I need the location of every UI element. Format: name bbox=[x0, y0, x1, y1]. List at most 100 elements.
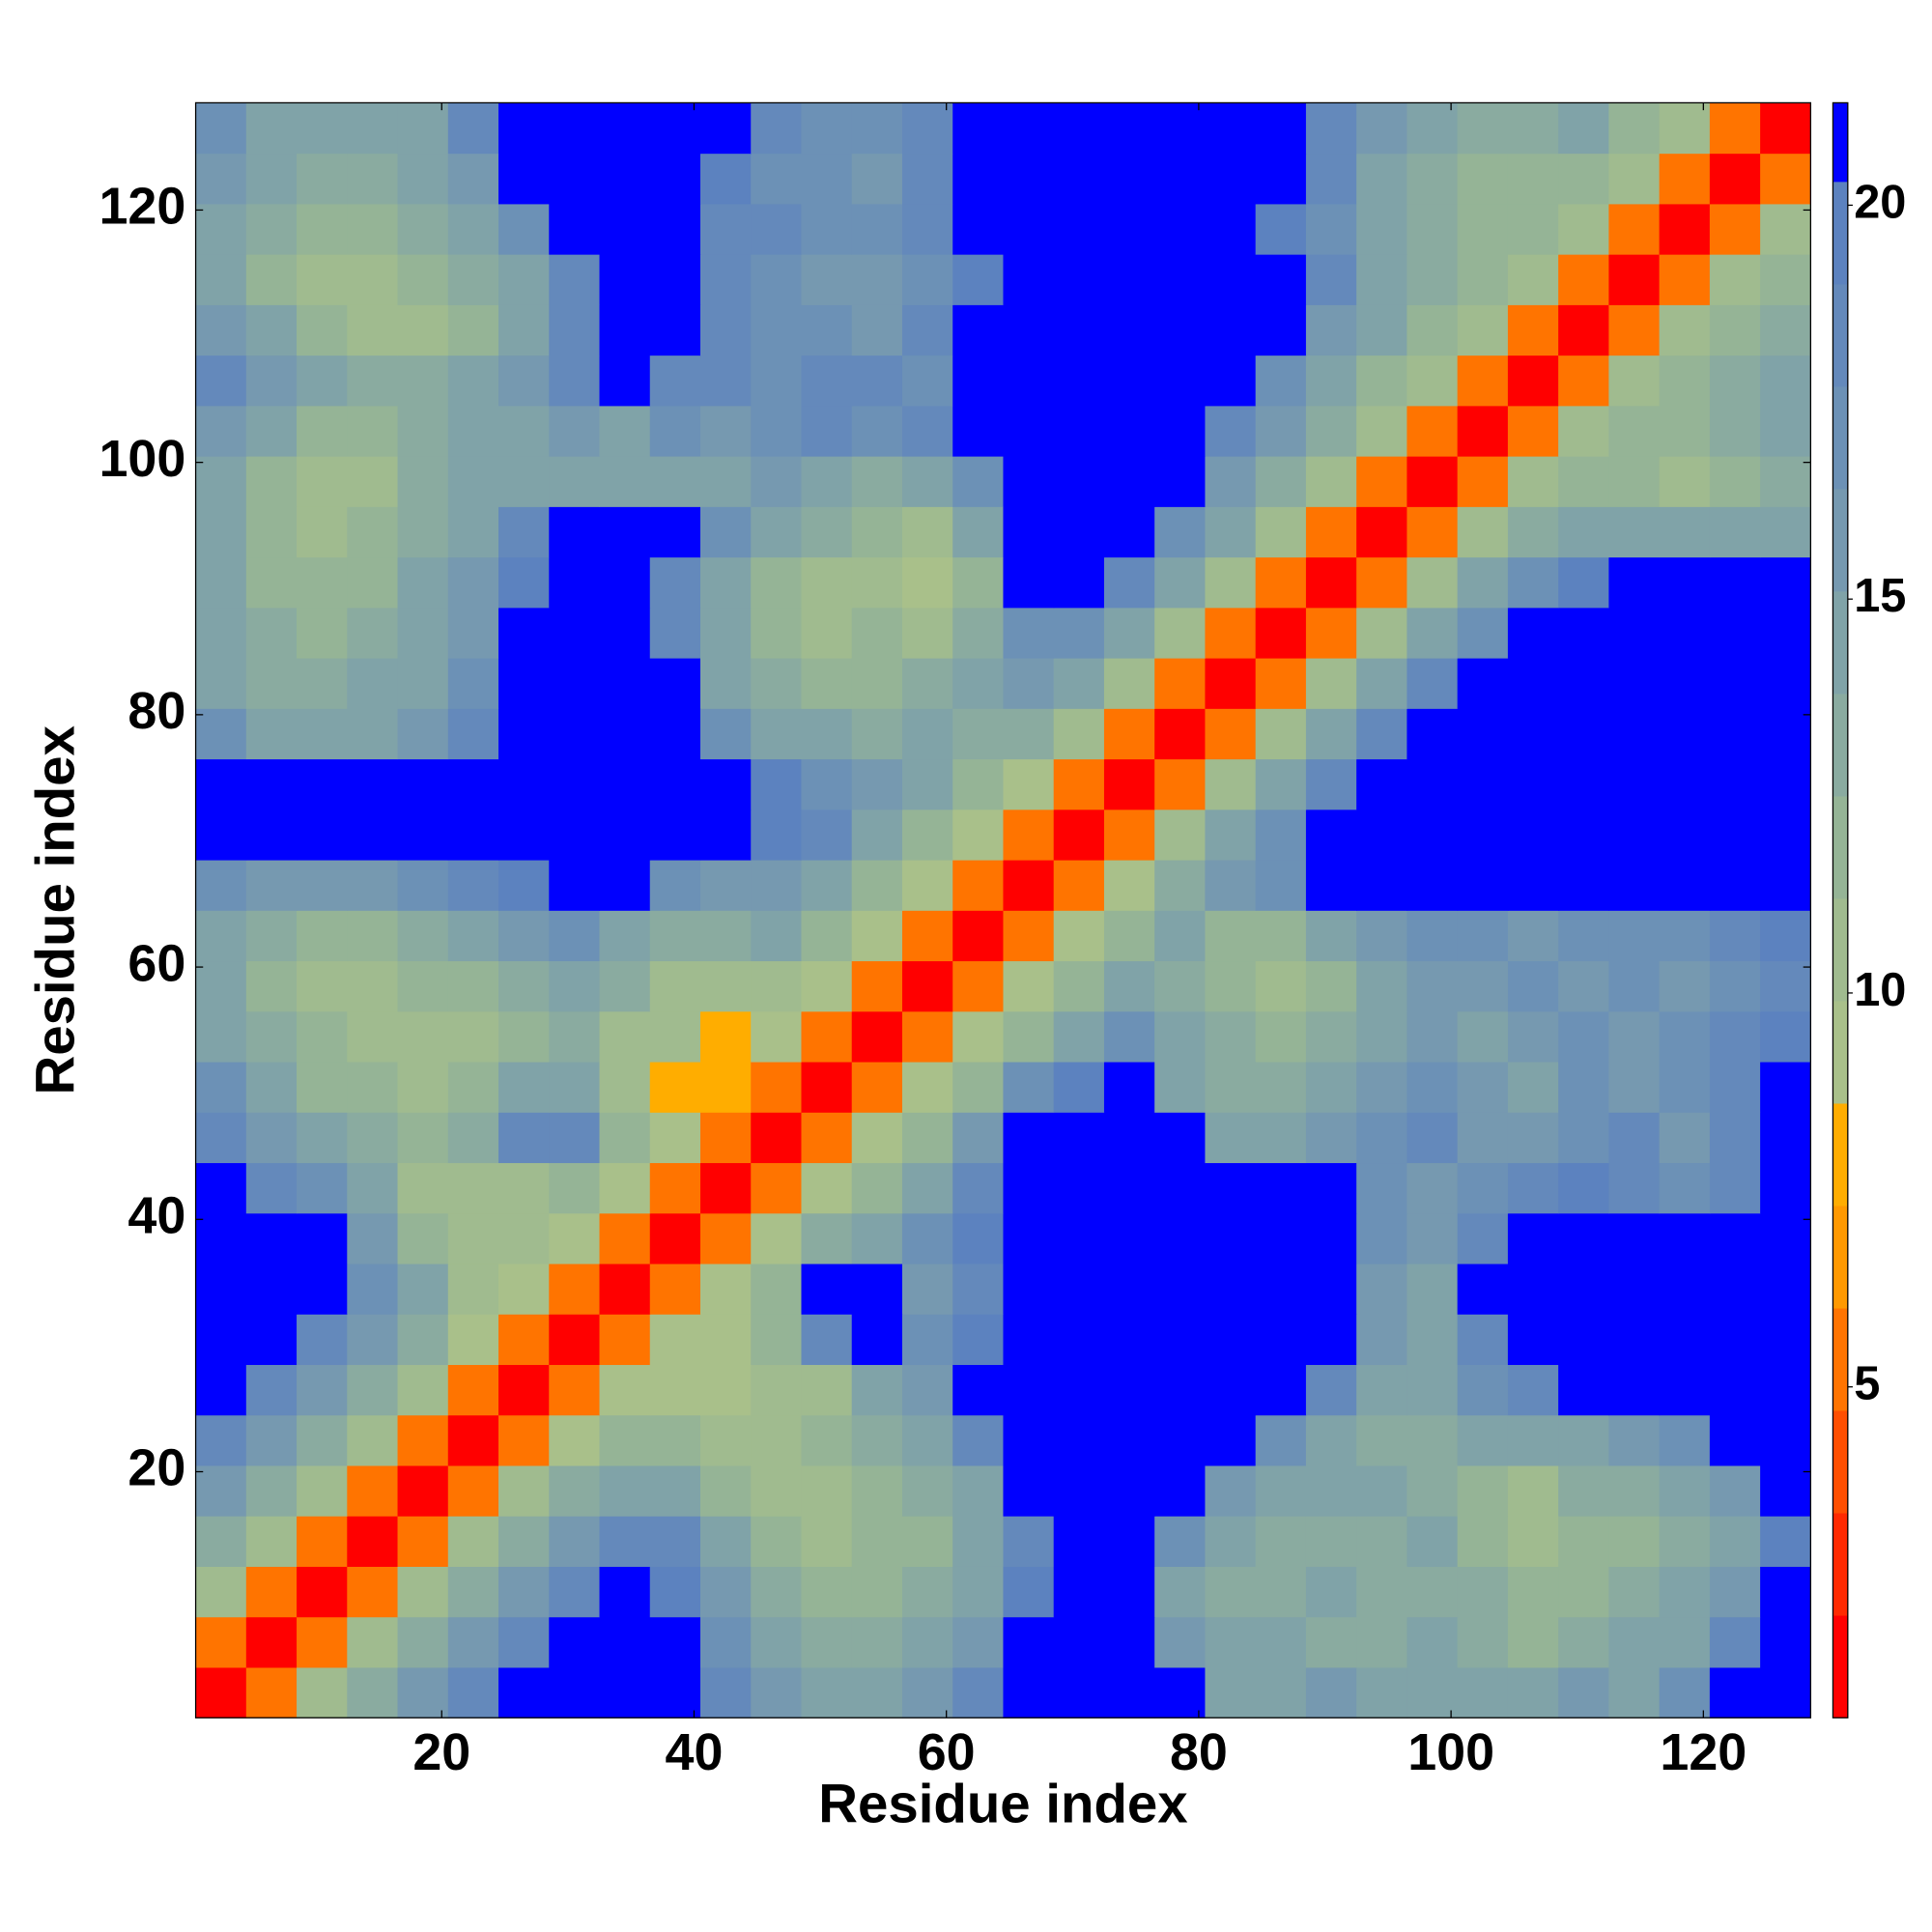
heatmap-cell bbox=[952, 607, 1004, 659]
heatmap-cell bbox=[1305, 102, 1357, 155]
heatmap-cell bbox=[297, 1616, 348, 1668]
heatmap-cell bbox=[649, 1464, 701, 1517]
heatmap-cell bbox=[952, 556, 1004, 609]
heatmap-cell bbox=[901, 1666, 953, 1719]
heatmap-cell bbox=[498, 456, 550, 507]
heatmap-cell bbox=[1154, 456, 1206, 507]
heatmap-cell bbox=[297, 607, 348, 659]
heatmap-cell bbox=[1507, 254, 1559, 305]
heatmap-cell bbox=[1507, 708, 1559, 760]
heatmap-cell bbox=[1255, 708, 1307, 760]
heatmap-cell bbox=[245, 456, 298, 507]
heatmap-cell bbox=[498, 1112, 550, 1164]
heatmap-cell bbox=[700, 456, 752, 507]
heatmap-cell bbox=[447, 153, 499, 205]
heatmap-cell bbox=[1507, 1010, 1559, 1063]
colorbar-tick-label: 10 bbox=[1854, 964, 1906, 1016]
heatmap-cell bbox=[1103, 1062, 1155, 1113]
heatmap-cell bbox=[1003, 556, 1055, 609]
heatmap-cell bbox=[952, 1112, 1004, 1164]
heatmap-cell bbox=[195, 203, 247, 255]
heatmap-cell bbox=[700, 1566, 752, 1618]
heatmap-cell bbox=[1003, 405, 1055, 457]
heatmap-cell bbox=[1154, 102, 1206, 155]
heatmap-cell bbox=[851, 456, 903, 507]
heatmap-cell bbox=[649, 910, 701, 962]
heatmap-cell bbox=[1558, 1062, 1609, 1113]
heatmap-cell bbox=[1255, 607, 1307, 659]
heatmap-cell bbox=[1406, 1616, 1459, 1668]
heatmap-cell bbox=[1558, 556, 1609, 609]
heatmap-cell bbox=[649, 556, 701, 609]
heatmap-cell bbox=[649, 708, 701, 760]
heatmap-cell bbox=[1558, 1566, 1609, 1618]
heatmap-cell bbox=[549, 1010, 601, 1063]
heatmap-cell bbox=[649, 1162, 701, 1214]
heatmap-cell bbox=[245, 1414, 298, 1466]
heatmap-cell bbox=[397, 658, 449, 709]
colorbar-band bbox=[1833, 694, 1848, 797]
heatmap-cell bbox=[1507, 1062, 1559, 1113]
heatmap-cell bbox=[1053, 1464, 1105, 1517]
heatmap-cell bbox=[1457, 355, 1509, 407]
heatmap-cell bbox=[1205, 1264, 1257, 1315]
heatmap-cell bbox=[1154, 809, 1206, 861]
heatmap-cell bbox=[851, 405, 903, 457]
heatmap-cell bbox=[297, 1516, 348, 1567]
heatmap-cell bbox=[751, 1364, 803, 1416]
heatmap-cell bbox=[347, 658, 399, 709]
colorbar-tick-label: 15 bbox=[1854, 570, 1906, 622]
heatmap-cell bbox=[700, 1010, 752, 1063]
heatmap-cell bbox=[1305, 1364, 1357, 1416]
heatmap-cell bbox=[498, 506, 550, 558]
heatmap-cell bbox=[952, 758, 1004, 810]
heatmap-cell bbox=[751, 860, 803, 911]
heatmap-cell bbox=[1053, 456, 1105, 507]
heatmap-cell bbox=[1356, 506, 1407, 558]
heatmap-cell bbox=[347, 809, 399, 861]
heatmap-cell bbox=[751, 1516, 803, 1567]
heatmap-cell bbox=[599, 758, 651, 810]
heatmap-cell bbox=[1760, 1264, 1811, 1315]
heatmap-cell bbox=[347, 1616, 399, 1668]
heatmap-cell bbox=[851, 1616, 903, 1668]
heatmap-cell bbox=[851, 304, 903, 356]
heatmap-cell bbox=[1659, 102, 1711, 155]
heatmap-cell bbox=[700, 910, 752, 962]
heatmap-cell bbox=[1760, 556, 1811, 609]
heatmap-cell bbox=[397, 1414, 449, 1466]
heatmap-cell bbox=[901, 658, 953, 709]
heatmap-cell bbox=[195, 708, 247, 760]
heatmap-cell bbox=[700, 658, 752, 709]
heatmap-cell bbox=[1709, 607, 1761, 659]
heatmap-cell bbox=[1457, 1010, 1509, 1063]
y-axis-label: Residue index bbox=[24, 725, 85, 1094]
heatmap-cell bbox=[397, 1062, 449, 1113]
heatmap-cell bbox=[1255, 304, 1307, 356]
heatmap-cell bbox=[1356, 1062, 1407, 1113]
heatmap-cell bbox=[1205, 304, 1257, 356]
heatmap-cell bbox=[1507, 607, 1559, 659]
heatmap-cell bbox=[952, 1616, 1004, 1668]
heatmap-cell bbox=[1760, 1314, 1811, 1366]
heatmap-cell bbox=[1709, 1364, 1761, 1416]
heatmap-cell bbox=[1255, 1162, 1307, 1214]
heatmap-cell bbox=[549, 708, 601, 760]
heatmap-cell bbox=[1053, 102, 1105, 155]
heatmap-cell bbox=[397, 758, 449, 810]
heatmap-cell bbox=[1003, 1314, 1055, 1366]
heatmap-cell bbox=[447, 1566, 499, 1618]
heatmap-cell bbox=[1356, 607, 1407, 659]
heatmap-cell bbox=[347, 1112, 399, 1164]
heatmap-cell bbox=[297, 1062, 348, 1113]
heatmap-cell bbox=[549, 1364, 601, 1416]
heatmap-cell bbox=[1558, 1464, 1609, 1517]
y-tick-label: 80 bbox=[128, 682, 185, 740]
heatmap-cell bbox=[1457, 1464, 1509, 1517]
heatmap-cell bbox=[1659, 1112, 1711, 1164]
heatmap-cell bbox=[1406, 304, 1459, 356]
heatmap-cell bbox=[297, 102, 348, 155]
heatmap-cell bbox=[1406, 203, 1459, 255]
heatmap-cell bbox=[1608, 910, 1661, 962]
heatmap-cell bbox=[599, 1616, 651, 1668]
